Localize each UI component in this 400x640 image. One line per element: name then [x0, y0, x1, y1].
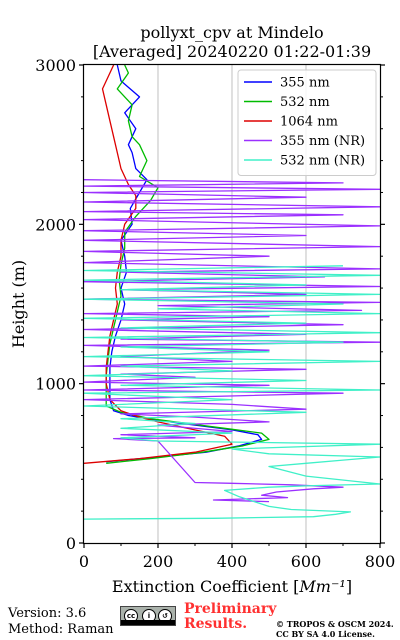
- x-tick-label-600: 600: [291, 552, 322, 571]
- axis-ticks: [79, 64, 385, 548]
- legend-label-4: 532 nm (NR): [280, 154, 365, 169]
- chart-title-line-1: pollyxt_cpv at Mindelo: [140, 23, 323, 42]
- series-line-3: [83, 179, 381, 503]
- copyright-line-1: © TROPOS & OSCM 2024.: [276, 619, 394, 629]
- y-tick-label-2000: 2000: [35, 215, 76, 234]
- x-tick-label-400: 400: [217, 552, 248, 571]
- preliminary-line-2: Results.: [184, 616, 248, 632]
- x-axis-label: Extinction Coefficient [Mm⁻¹]: [112, 577, 352, 596]
- y-tick-label-0: 0: [66, 534, 76, 553]
- cc-license-badge: cc i ↺: [120, 606, 176, 626]
- version-text: Version: 3.6: [8, 606, 87, 621]
- legend: 355 nm 532 nm 1064 nm 355 nm (NR) 532 nm (NR…: [237, 69, 377, 176]
- series-line-1: [105, 64, 270, 464]
- cc-badge-bar: [121, 620, 175, 625]
- legend-label-2: 1064 nm: [280, 115, 338, 130]
- legend-label-0: 355 nm: [280, 76, 330, 91]
- copyright-line-2: CC BY SA 4.0 License.: [276, 629, 375, 639]
- preliminary-line-1: Preliminary: [184, 601, 277, 617]
- series-line-0: [106, 64, 263, 463]
- x-tick-label-200: 200: [143, 552, 174, 571]
- chart-title-line-2: [Averaged] 20240220 01:22-01:39: [93, 42, 371, 61]
- x-tick-label-800: 800: [365, 552, 396, 571]
- footer-info: Version: 3.6 Method: Raman: [8, 606, 114, 638]
- method-text: Method: Raman: [8, 622, 114, 637]
- series-layer: [83, 64, 381, 520]
- preliminary-results-notice: Preliminary Results.: [184, 602, 276, 632]
- series-line-2: [83, 64, 233, 464]
- y-tick-label-1000: 1000: [35, 375, 76, 394]
- axis-tick-labels: 0 200 400 600 800 0 1000 2000 3000: [35, 56, 395, 571]
- y-axis-label: Height (m): [9, 260, 28, 348]
- legend-box: [237, 69, 377, 176]
- legend-label-3: 355 nm (NR): [280, 134, 365, 149]
- series-line-4: [83, 265, 381, 520]
- legend-label-1: 532 nm: [280, 95, 330, 110]
- copyright-notice: © TROPOS & OSCM 2024. CC BY SA 4.0 Licen…: [276, 619, 394, 639]
- y-tick-label-3000: 3000: [35, 56, 76, 75]
- x-tick-label-0: 0: [79, 552, 89, 571]
